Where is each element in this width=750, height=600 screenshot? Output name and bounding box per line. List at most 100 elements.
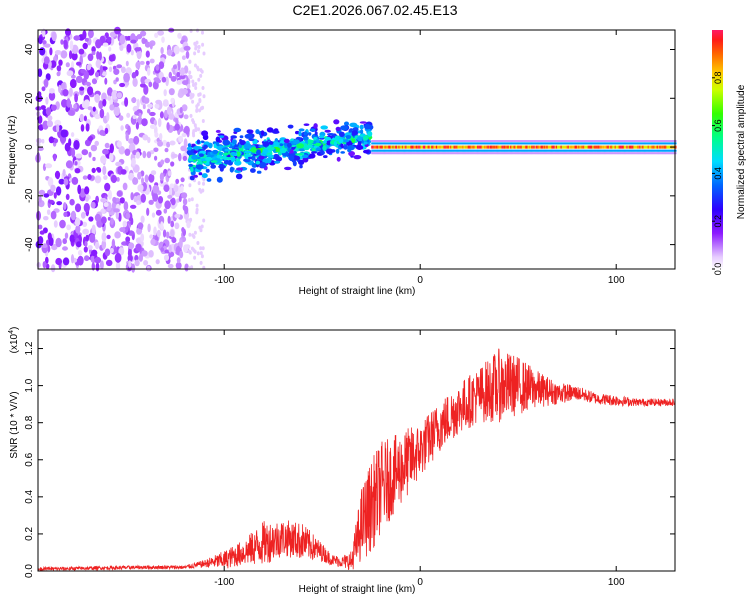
spectrogram-cell [385, 142, 388, 145]
spectrogram-cell [212, 149, 219, 154]
spectrogram-cell [537, 152, 539, 155]
spectrogram-cell [552, 142, 555, 145]
spectrogram-cell [164, 200, 171, 210]
spectrogram-cell [167, 215, 171, 224]
spectrogram-cell [144, 41, 151, 48]
spectrogram-cell [374, 149, 377, 152]
spectrogram-cell [393, 152, 396, 155]
spectrogram-cell [441, 140, 444, 142]
spectrogram-cell [597, 145, 599, 149]
spectrogram-cell [395, 145, 398, 149]
spectrogram-cell [608, 142, 611, 145]
spectrogram-cell [499, 152, 502, 155]
spectrogram-cell [592, 142, 595, 145]
spectrogram-cell [380, 152, 383, 155]
spectrogram-cell [518, 152, 521, 155]
spectrogram-cell [547, 145, 550, 149]
spectrogram-cell [455, 142, 458, 145]
spectrogram-cell [371, 152, 374, 155]
spectrogram-cell [364, 123, 371, 130]
spectrogram-cell [661, 142, 664, 145]
spectrogram-cell [493, 152, 496, 155]
spectrogram-cell [544, 149, 547, 152]
spectrogram-cell [134, 259, 140, 267]
spectrogram-cell [362, 135, 369, 141]
spectrogram-cell [471, 142, 474, 145]
spectrogram-cell [73, 103, 78, 110]
spectrogram-cell [385, 140, 388, 142]
spectrogram-cell [647, 145, 650, 149]
spectrogram-cell [598, 140, 601, 142]
spectrogram-cell [448, 142, 451, 145]
spectrogram-cell [473, 145, 476, 149]
spectrogram-cell [649, 142, 652, 145]
spectrogram-cell [638, 142, 641, 145]
spectrogram-cell [437, 140, 440, 142]
spectrogram-cell [594, 152, 597, 155]
spectrogram-cell [640, 152, 643, 155]
spectrogram-cell [651, 140, 654, 142]
spectrogram-cell [50, 264, 56, 273]
spectrogram-cell [615, 145, 618, 149]
spectrogram-cell [410, 145, 412, 149]
spectrogram-cell [182, 80, 189, 86]
spectrogram-cell [56, 65, 62, 72]
spectrogram-cell [461, 140, 464, 142]
spectrogram-cell [273, 141, 280, 146]
spectrogram-cell [256, 170, 262, 174]
spectrogram-cell [624, 140, 626, 142]
spectrogram-cell [502, 145, 505, 149]
spectrogram-cell [128, 138, 135, 145]
spectrogram-cell [527, 152, 530, 155]
spectrogram-cell [602, 145, 605, 149]
spectrogram-cell [303, 131, 308, 136]
spectrogram-cell [425, 140, 428, 142]
spectrogram-cell [446, 140, 449, 142]
spectrogram-cell [524, 140, 527, 142]
spectrogram-cell [515, 152, 518, 155]
spectrogram-cell [113, 208, 120, 213]
spectrogram-cell [210, 164, 216, 169]
spectrogram-cell [601, 152, 604, 155]
spectrogram-cell [43, 78, 49, 88]
colorbar-tick-label: 0.6 [713, 119, 723, 132]
spectrogram-cell [545, 140, 548, 142]
spectrogram-cell [452, 140, 455, 142]
spectrogram-cell [56, 124, 60, 133]
spectrogram-cell [66, 224, 71, 231]
spectrogram-cell [645, 140, 648, 142]
spectrogram-cell [613, 145, 616, 149]
spectrogram-cell [502, 152, 505, 155]
spectrogram-cell [667, 142, 670, 145]
spectrogram-cell [540, 142, 543, 145]
spectrogram-cell [653, 142, 656, 145]
spectrogram-cell [84, 240, 88, 247]
spectrogram-cell [649, 149, 652, 152]
spectrogram-cell [430, 142, 432, 145]
spectrogram-cell [606, 142, 609, 145]
spectrogram-cell [63, 39, 68, 49]
spectrogram-cell [407, 140, 410, 142]
spectrogram-cell [401, 145, 404, 149]
spectrogram-cell [550, 152, 552, 155]
spectrogram-cell [558, 145, 561, 149]
spectrogram-cell [551, 145, 554, 149]
spectrogram-cell [480, 140, 483, 142]
spectrogram-cell [442, 140, 445, 142]
spectrogram-cell [622, 152, 625, 155]
spectrogram-cell [59, 219, 66, 229]
spectrogram-y-label: Frequency (Hz) [7, 116, 18, 185]
spectrogram-cell [517, 140, 519, 142]
spectrogram-cell [199, 73, 203, 78]
spectrogram-cell [498, 152, 501, 155]
spectrogram-cell [567, 142, 570, 145]
spectrogram-cell [445, 152, 448, 155]
spectrogram-cell [666, 140, 669, 142]
spectrogram-cell [604, 145, 606, 149]
spectrogram-cell [66, 98, 71, 108]
spectrogram-cell [182, 155, 188, 161]
spectrogram-cell [412, 152, 415, 155]
spectrogram-cell [538, 152, 541, 155]
spectrogram-cell [86, 64, 92, 71]
spectrogram-cell [381, 149, 384, 152]
